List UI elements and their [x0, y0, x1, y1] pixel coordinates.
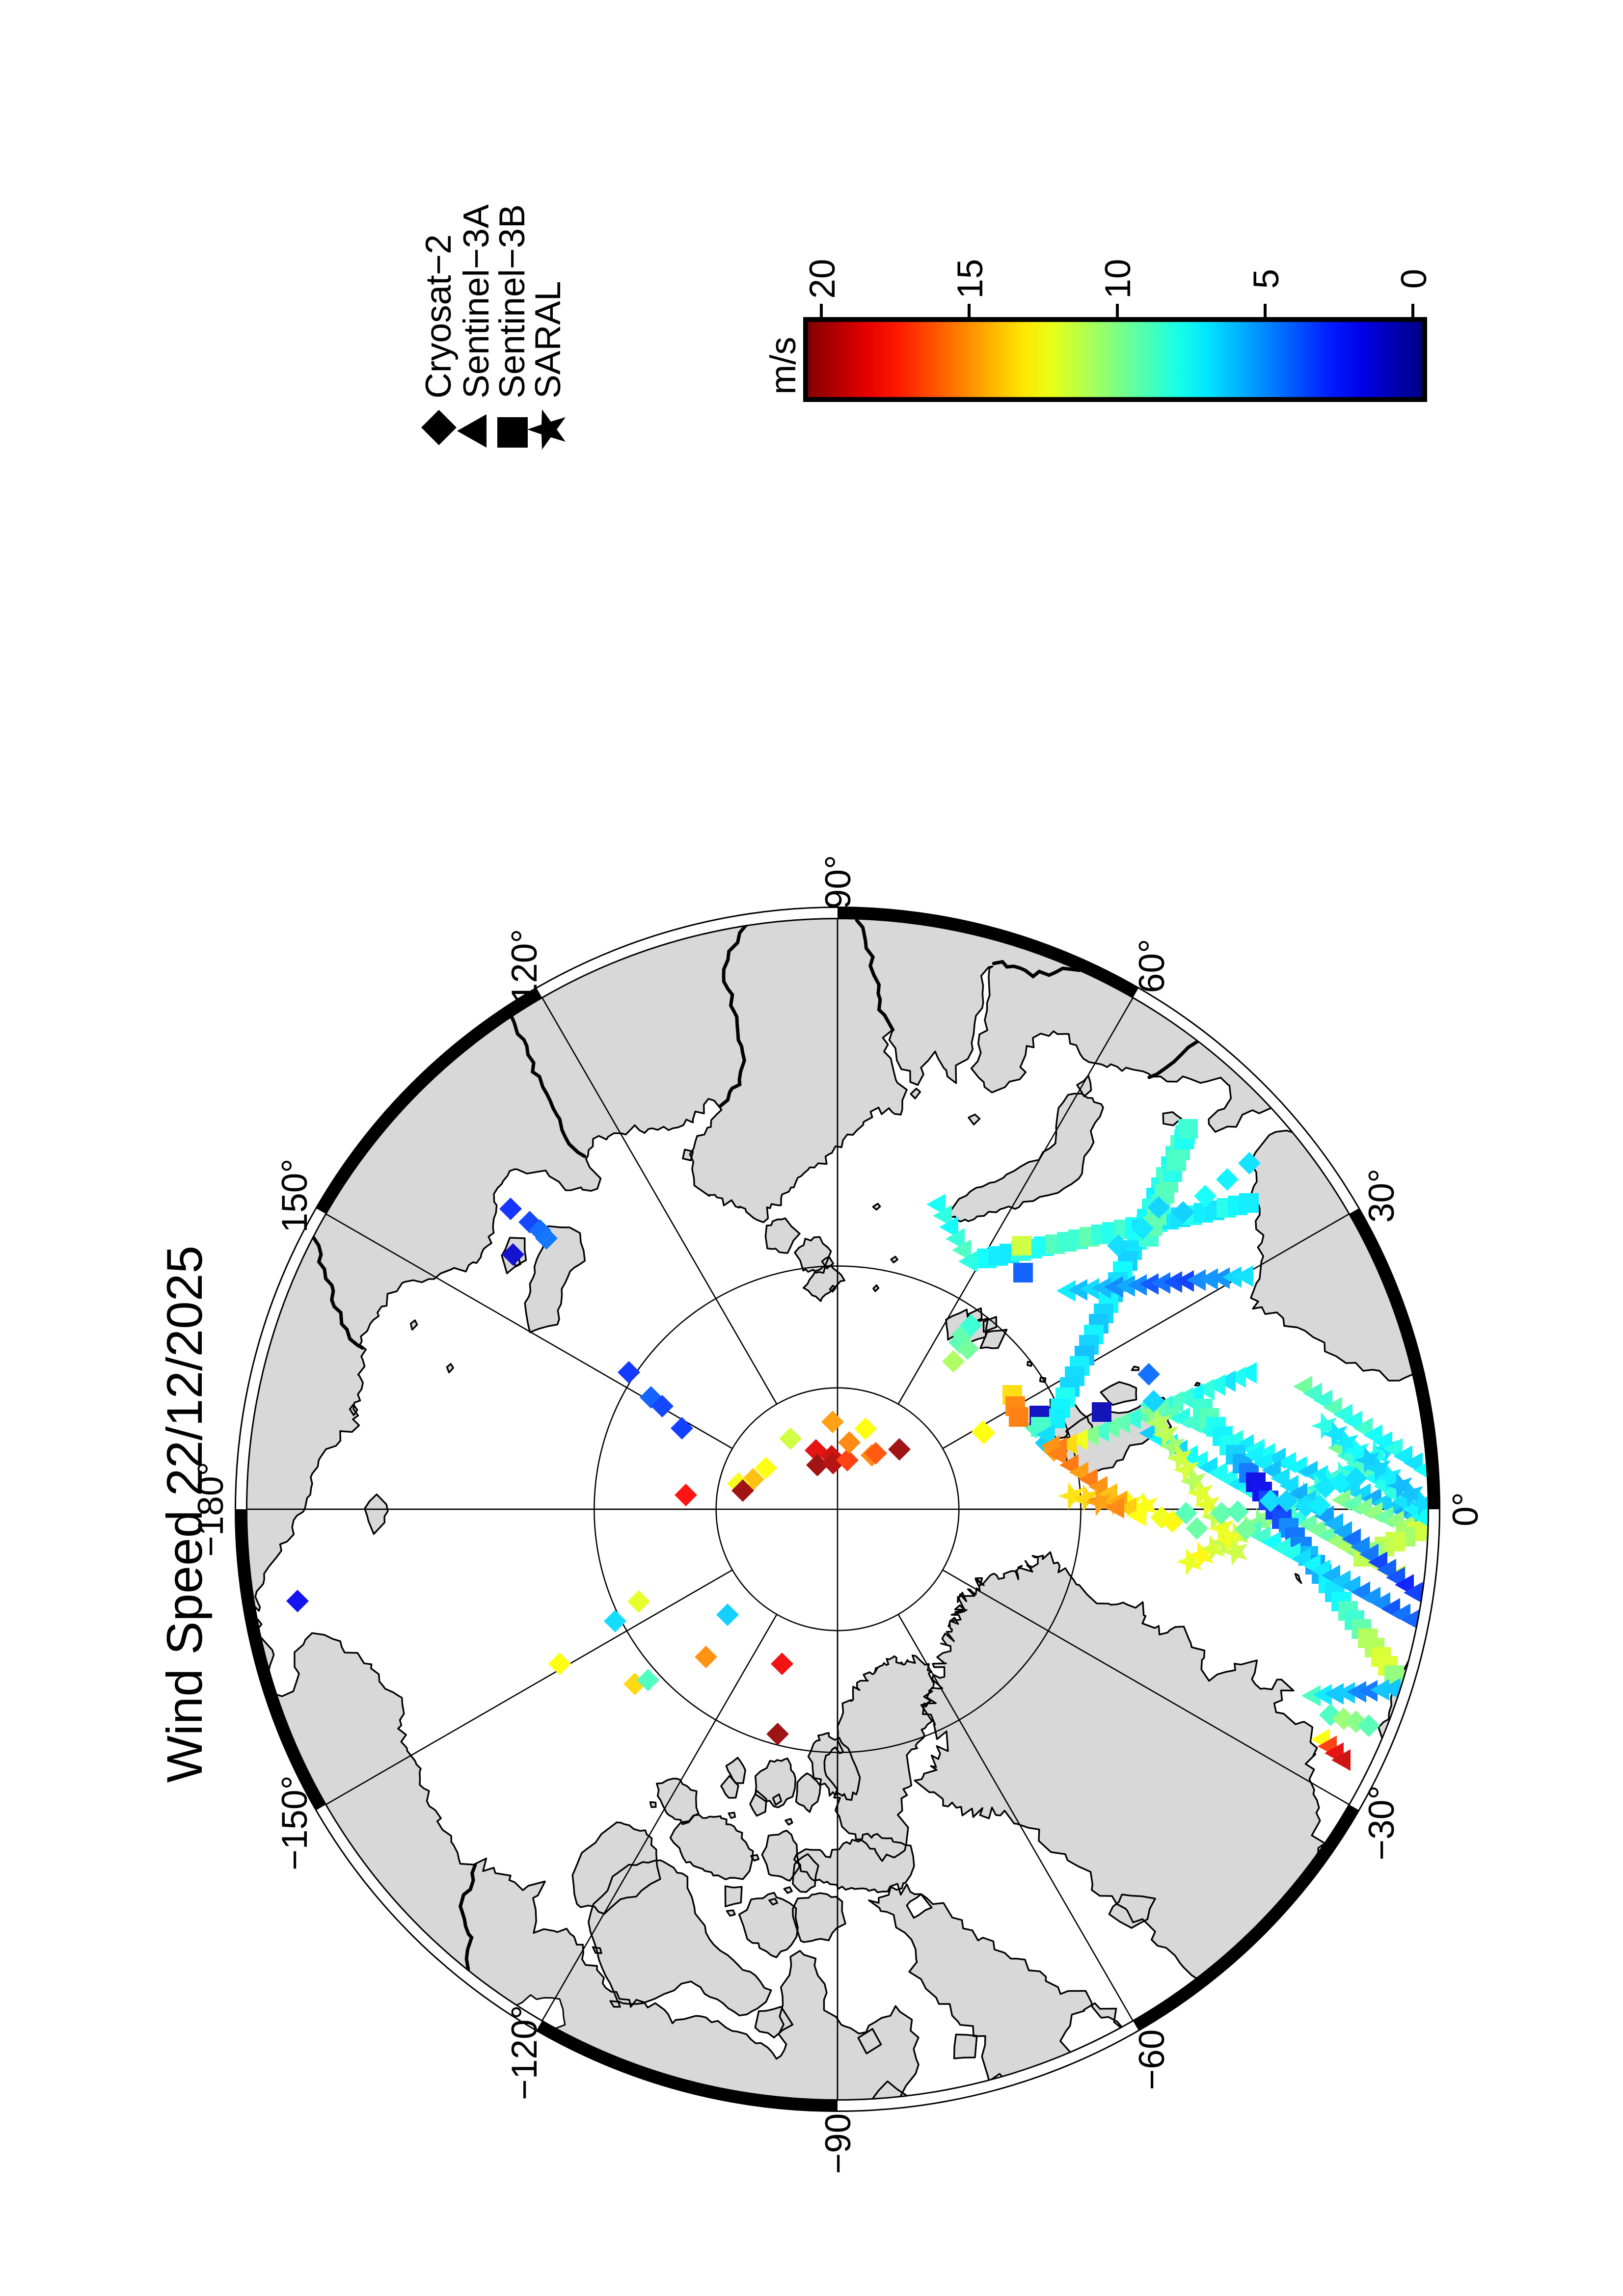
svg-text:90°: 90° — [818, 855, 858, 909]
svg-text:Cryosat−2: Cryosat−2 — [419, 234, 459, 399]
svg-text:SARAL: SARAL — [528, 281, 568, 399]
svg-text:m/s: m/s — [763, 337, 803, 395]
svg-text:Sentinel−3B: Sentinel−3B — [492, 204, 532, 399]
svg-text:0°: 0° — [1446, 1492, 1486, 1526]
svg-text:120°: 120° — [505, 929, 544, 1003]
svg-text:−30°: −30° — [1362, 1785, 1402, 1860]
svg-text:Wind Speed 22/12/2025: Wind Speed 22/12/2025 — [157, 1246, 213, 1783]
svg-text:Sentinel−3A: Sentinel−3A — [457, 204, 496, 399]
svg-text:10: 10 — [1098, 259, 1138, 298]
svg-text:30°: 30° — [1362, 1169, 1402, 1223]
svg-text:−90°: −90° — [818, 2099, 858, 2174]
svg-text:60°: 60° — [1132, 939, 1172, 993]
svg-text:−180°: −180° — [191, 1462, 231, 1557]
svg-text:−150°: −150° — [275, 1775, 315, 1870]
svg-text:15: 15 — [950, 259, 990, 298]
svg-text:5: 5 — [1246, 269, 1286, 289]
svg-text:−120°: −120° — [505, 2005, 544, 2100]
svg-text:−60°: −60° — [1132, 2015, 1172, 2090]
svg-text:150°: 150° — [275, 1159, 315, 1233]
svg-text:20: 20 — [803, 259, 842, 298]
svg-text:0: 0 — [1394, 269, 1434, 289]
